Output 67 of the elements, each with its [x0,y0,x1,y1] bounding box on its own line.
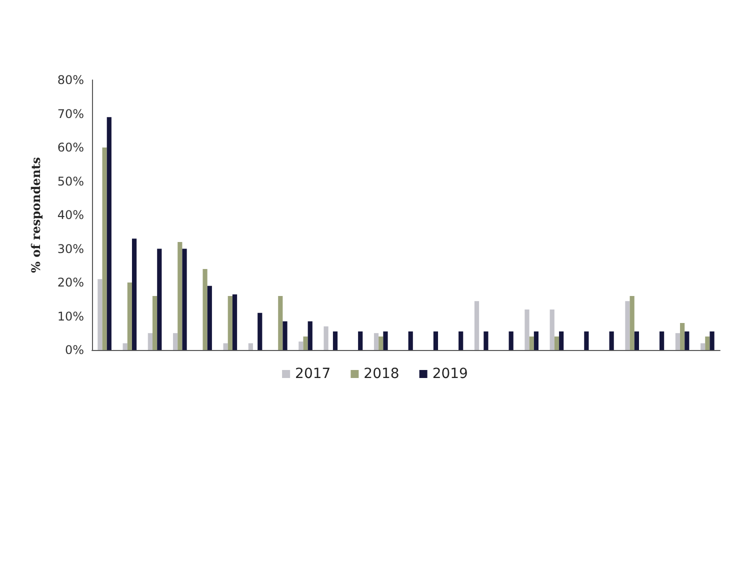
bar [684,331,690,350]
bar [408,331,413,350]
bar [508,331,514,350]
bar [700,343,706,350]
bar [157,248,162,350]
bar [148,333,152,350]
bar [298,342,304,350]
y-tick-label: 60% [57,140,84,154]
bar [258,312,262,350]
legend-label: 2018 [364,366,400,382]
bar [207,286,212,350]
bar [710,331,714,350]
legend-label: 2017 [295,366,331,382]
bar [374,333,379,350]
y-tick-label: 70% [57,106,84,121]
bar [232,294,238,350]
bar [705,336,710,350]
bar [634,331,639,350]
bar [534,331,539,350]
bar [358,331,363,350]
bar [278,296,283,350]
y-tick-label: 50% [57,174,84,188]
bar [378,336,384,350]
bar [660,331,664,350]
bar [630,296,634,350]
bar [458,331,464,350]
bar [559,331,564,350]
bar [474,301,480,350]
bar [324,326,328,350]
bar [173,333,178,350]
bar [102,148,107,350]
y-tick-label: 40% [57,208,84,222]
y-tick-label: 20% [57,276,84,290]
bar [584,331,589,350]
bar [178,242,182,350]
bar [303,336,308,350]
bar [228,296,232,350]
bar [127,282,132,350]
bar [484,331,488,350]
bar [524,310,530,350]
bar [550,310,554,350]
y-tick-label: 10% [57,309,84,324]
bar [433,331,438,350]
bar [248,343,253,350]
bar [152,296,158,350]
bar [332,331,338,350]
bar [106,117,112,350]
bar [383,331,388,350]
bar [554,336,560,350]
bar [282,321,288,350]
bar [680,323,685,350]
bar [182,248,187,350]
y-tick-label: 30% [57,242,84,256]
bar [223,343,228,350]
y-axis-title: % of respondents [29,156,43,273]
bar [675,333,680,350]
bar [529,336,534,350]
bar [609,331,614,350]
bar [625,301,630,350]
y-tick-label: 0% [64,343,84,357]
bar [98,279,102,350]
bar [308,321,312,350]
bar [202,269,208,350]
legend-label: 2019 [432,366,468,382]
bar [132,238,137,350]
bar [122,343,128,350]
y-tick-label: 80% [57,73,84,87]
